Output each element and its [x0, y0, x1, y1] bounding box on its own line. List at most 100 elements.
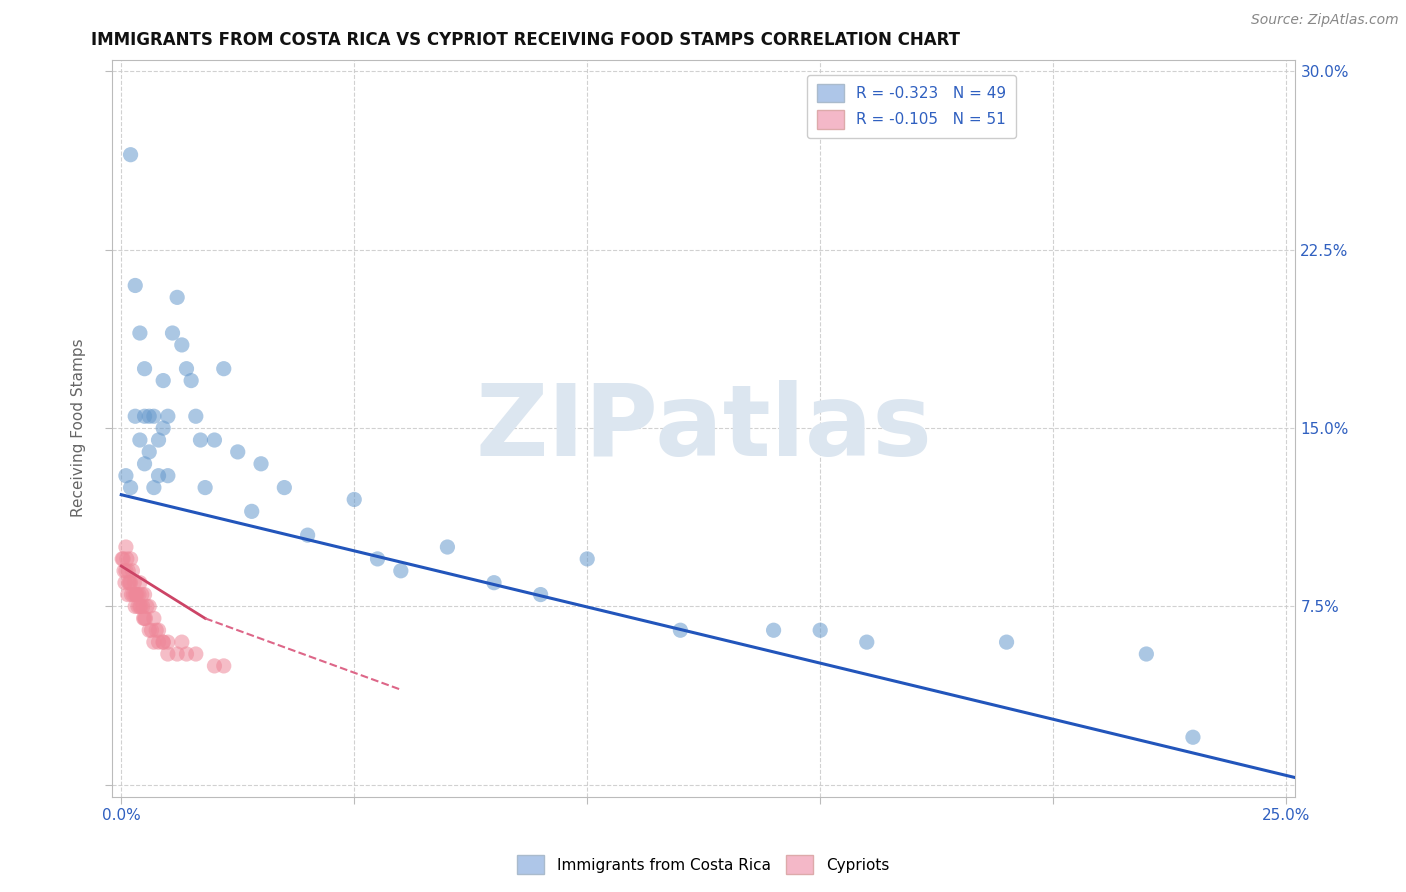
Point [343, 492, 366, 507]
Point [138, 445, 160, 459]
Point [250, 457, 273, 471]
Point [128, 575, 150, 590]
Point [111, 552, 134, 566]
Point [152, 635, 174, 649]
Point [184, 409, 207, 424]
Point [115, 564, 138, 578]
Point [120, 575, 142, 590]
Point [1135, 647, 1157, 661]
Point [204, 433, 226, 447]
Point [124, 409, 146, 424]
Point [367, 552, 389, 566]
Point [117, 588, 139, 602]
Text: Source: ZipAtlas.com: Source: ZipAtlas.com [1251, 13, 1399, 28]
Point [212, 361, 235, 376]
Point [112, 564, 135, 578]
Legend: R = -0.323   N = 49, R = -0.105   N = 51: R = -0.323 N = 49, R = -0.105 N = 51 [807, 75, 1015, 138]
Point [212, 659, 235, 673]
Point [128, 433, 150, 447]
Point [128, 326, 150, 340]
Point [114, 575, 136, 590]
Point [138, 599, 160, 614]
Point [808, 624, 831, 638]
Point [112, 552, 135, 566]
Point [1181, 730, 1204, 744]
Point [121, 588, 143, 602]
Point [120, 481, 142, 495]
Point [134, 457, 156, 471]
Point [142, 481, 165, 495]
Point [190, 433, 212, 447]
Point [134, 361, 156, 376]
Point [121, 564, 143, 578]
Point [115, 540, 138, 554]
Point [194, 481, 217, 495]
Point [148, 624, 170, 638]
Point [389, 564, 412, 578]
Point [855, 635, 877, 649]
Point [226, 445, 249, 459]
Point [530, 588, 553, 602]
Point [127, 588, 149, 602]
Point [176, 361, 198, 376]
Point [152, 421, 174, 435]
Point [482, 575, 505, 590]
Point [128, 599, 150, 614]
Point [134, 409, 156, 424]
Point [180, 374, 202, 388]
Point [117, 564, 139, 578]
Point [762, 624, 785, 638]
Point [131, 599, 153, 614]
Point [128, 588, 150, 602]
Y-axis label: Receiving Food Stamps: Receiving Food Stamps [72, 339, 86, 517]
Point [122, 588, 145, 602]
Point [297, 528, 319, 542]
Point [166, 647, 188, 661]
Point [142, 611, 165, 625]
Point [124, 575, 146, 590]
Point [166, 290, 188, 304]
Point [995, 635, 1018, 649]
Point [132, 611, 155, 625]
Point [576, 552, 599, 566]
Point [142, 409, 165, 424]
Point [148, 468, 170, 483]
Point [204, 659, 226, 673]
Point [156, 635, 179, 649]
Point [142, 635, 165, 649]
Point [170, 338, 193, 352]
Point [156, 409, 179, 424]
Point [134, 611, 156, 625]
Point [118, 575, 141, 590]
Point [129, 599, 152, 614]
Point [124, 588, 146, 602]
Point [176, 647, 198, 661]
Point [273, 481, 295, 495]
Point [118, 575, 141, 590]
Point [115, 468, 138, 483]
Point [138, 624, 160, 638]
Point [138, 409, 160, 424]
Point [156, 468, 179, 483]
Point [156, 647, 179, 661]
Point [152, 374, 174, 388]
Point [135, 599, 157, 614]
Point [124, 278, 146, 293]
Point [115, 552, 138, 566]
Legend: Immigrants from Costa Rica, Cypriots: Immigrants from Costa Rica, Cypriots [510, 849, 896, 880]
Point [120, 147, 142, 161]
Point [240, 504, 263, 518]
Point [131, 588, 153, 602]
Point [170, 635, 193, 649]
Point [669, 624, 692, 638]
Point [148, 635, 170, 649]
Text: ZIPatlas: ZIPatlas [475, 380, 932, 476]
Point [124, 599, 146, 614]
Point [134, 611, 156, 625]
Point [141, 624, 163, 638]
Point [184, 647, 207, 661]
Text: IMMIGRANTS FROM COSTA RICA VS CYPRIOT RECEIVING FOOD STAMPS CORRELATION CHART: IMMIGRANTS FROM COSTA RICA VS CYPRIOT RE… [91, 31, 960, 49]
Point [148, 433, 170, 447]
Point [120, 552, 142, 566]
Point [436, 540, 458, 554]
